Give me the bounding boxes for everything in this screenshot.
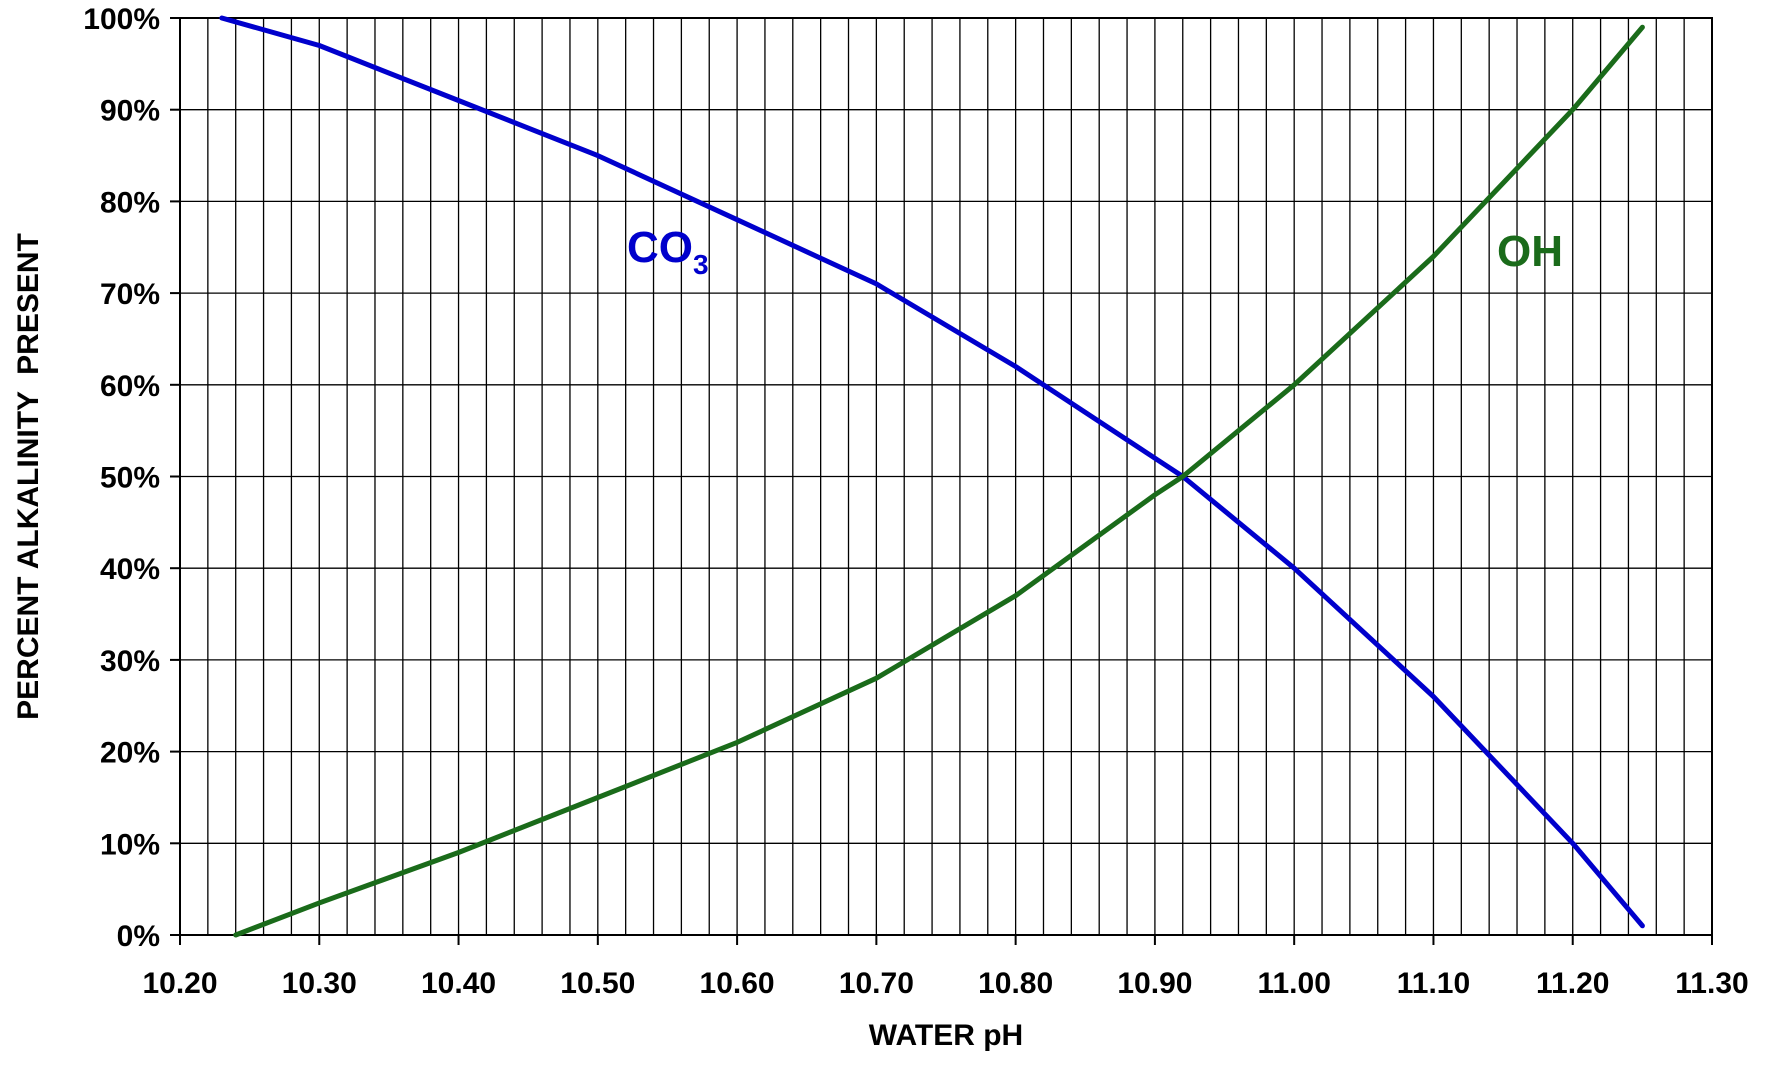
y-tick-labels: 0% 10% 20% 30% 40% 50% 60% 70% 80% 90% 100% xyxy=(83,3,180,953)
y-tick-label: 80% xyxy=(100,186,160,219)
y-tick-label: 40% xyxy=(100,553,160,586)
x-tick-label: 10.30 xyxy=(282,967,357,1000)
y-tick-label: 60% xyxy=(100,370,160,403)
x-tick-label: 10.50 xyxy=(560,967,635,1000)
y-tick-label: 10% xyxy=(100,828,160,861)
y-tick-label: 0% xyxy=(117,920,160,953)
x-tick-label: 10.70 xyxy=(839,967,914,1000)
series-line-oh xyxy=(233,24,1645,938)
x-tick-label: 10.80 xyxy=(978,967,1053,1000)
series-label-co3-main: CO xyxy=(627,223,693,272)
series-label-co3-subscript: 3 xyxy=(693,249,709,280)
x-tick-label: 10.20 xyxy=(142,967,217,1000)
x-tick-label: 10.40 xyxy=(421,967,496,1000)
x-tick-labels: 10.20 10.30 10.40 10.50 10.60 10.70 10.80 10.90… xyxy=(142,935,1749,1000)
x-tick-label: 10.90 xyxy=(1117,967,1192,1000)
y-axis-title: PERCENT ALKALINITY PRESENT xyxy=(12,233,45,720)
x-axis-title: WATER pH xyxy=(869,1019,1023,1052)
x-tick-label: 11.30 xyxy=(1675,967,1748,1000)
x-tick-label: 11.00 xyxy=(1257,967,1330,1000)
y-tick-label: 100% xyxy=(83,3,160,36)
y-tick-label: 30% xyxy=(100,645,160,678)
x-tick-label: 11.10 xyxy=(1397,967,1470,1000)
x-tick-label: 11.20 xyxy=(1536,967,1609,1000)
series-line-co3 xyxy=(219,15,1645,929)
series-label-oh: OH xyxy=(1497,227,1563,276)
series-lines xyxy=(219,15,1645,938)
x-tick-label: 10.60 xyxy=(700,967,775,1000)
horizontal-gridlines xyxy=(180,109,1712,844)
series-label-co3: CO3 xyxy=(627,223,709,280)
y-tick-label: 90% xyxy=(100,95,160,128)
y-tick-label: 20% xyxy=(100,737,160,770)
y-tick-label: 70% xyxy=(100,278,160,311)
y-tick-label: 50% xyxy=(100,462,160,495)
